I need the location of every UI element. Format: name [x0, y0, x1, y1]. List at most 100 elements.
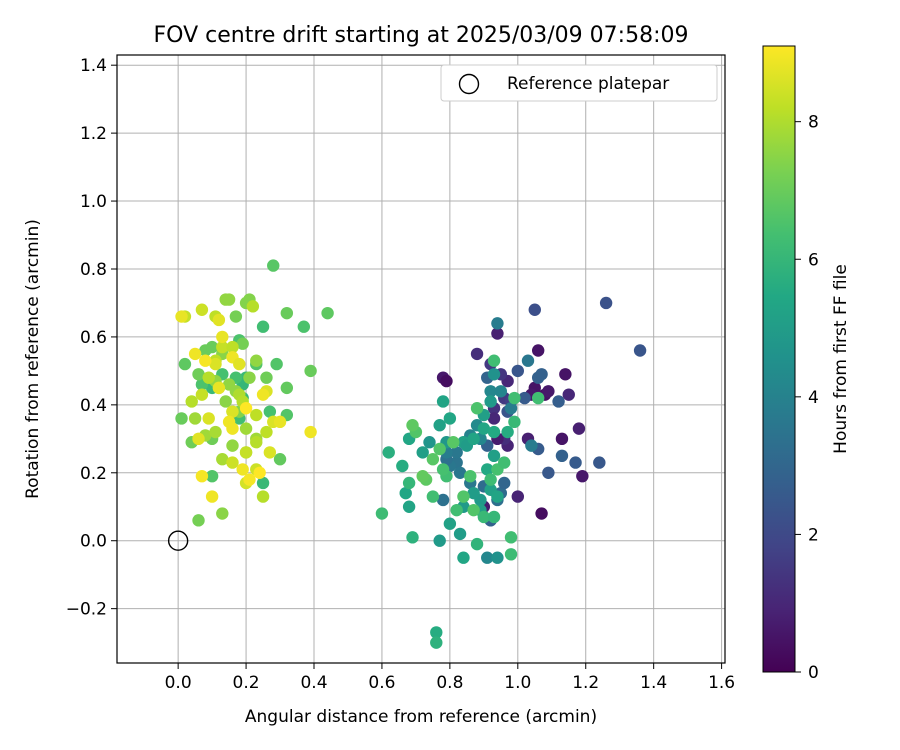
colorbar-tick-label: 2: [808, 525, 819, 545]
data-point: [260, 371, 273, 384]
data-point: [576, 469, 589, 483]
data-point: [250, 436, 263, 449]
data-point: [531, 344, 545, 357]
data-point: [535, 368, 548, 381]
colorbar-ticks: 0 2 4 6 8: [795, 113, 819, 683]
data-point: [256, 490, 270, 503]
data-point: [440, 374, 453, 388]
x-tick-label: 1.6: [708, 673, 735, 693]
y-tick-label: 1.2: [80, 124, 107, 144]
data-point: [260, 425, 273, 439]
data-point: [375, 507, 389, 520]
data-points: [175, 259, 647, 649]
data-point: [192, 514, 205, 527]
data-point: [273, 415, 287, 429]
data-point: [562, 388, 575, 401]
data-point: [528, 303, 541, 316]
data-point: [253, 466, 266, 479]
data-point: [229, 310, 243, 323]
data-point: [453, 527, 467, 541]
data-point: [250, 408, 263, 422]
data-point: [525, 439, 538, 452]
x-tick-label: 1.4: [640, 673, 667, 693]
y-tick-label: 0.6: [80, 328, 107, 348]
data-point: [504, 402, 518, 415]
data-point: [239, 402, 253, 415]
x-axis-label: Angular distance from reference (arcmin): [245, 707, 597, 727]
data-point: [270, 357, 283, 371]
data-point: [498, 476, 511, 490]
data-point: [433, 419, 446, 432]
data-point: [406, 419, 419, 432]
grid-lines: [117, 55, 725, 663]
data-point: [185, 395, 198, 408]
data-point: [416, 469, 429, 483]
data-point: [487, 449, 501, 463]
data-point: [188, 412, 202, 425]
colorbar-tick-label: 8: [808, 113, 819, 133]
x-ticks: 0.0 0.2 0.4 0.6 0.8 1.0 1.2 1.4 1.6: [165, 663, 735, 693]
data-point: [297, 320, 311, 333]
data-point: [572, 422, 586, 435]
data-point: [396, 459, 409, 473]
y-tick-label: 1.0: [80, 192, 107, 212]
data-point: [555, 449, 569, 463]
data-point: [491, 551, 504, 564]
data-point: [239, 422, 253, 435]
data-point: [226, 439, 239, 452]
y-tick-label: −0.2: [66, 600, 107, 620]
data-point: [195, 303, 209, 316]
data-point: [188, 347, 202, 361]
data-point: [511, 490, 525, 503]
data-point: [236, 463, 249, 476]
data-point: [552, 395, 565, 408]
data-point: [436, 395, 450, 408]
data-point: [447, 436, 460, 449]
data-point: [216, 330, 229, 344]
data-point: [209, 425, 222, 439]
data-point: [457, 490, 470, 503]
data-point: [487, 510, 501, 524]
data-point: [426, 490, 440, 503]
plot-frame: [116, 54, 726, 664]
legend-marker-icon: [458, 73, 480, 95]
data-point: [467, 432, 480, 446]
data-point: [470, 537, 484, 551]
data-point: [256, 320, 270, 333]
data-point: [246, 300, 260, 313]
data-point: [464, 469, 477, 483]
data-point: [280, 306, 294, 320]
data-point: [498, 456, 511, 469]
data-point: [559, 368, 572, 381]
data-point: [243, 473, 256, 486]
data-point: [487, 412, 501, 425]
data-point: [569, 456, 582, 469]
data-point: [491, 317, 504, 330]
data-point: [467, 503, 480, 517]
data-point: [470, 402, 484, 415]
data-point: [426, 453, 440, 466]
x-tick-label: 0.0: [165, 673, 192, 693]
colorbar-gradient: [762, 45, 796, 673]
data-point: [423, 436, 436, 449]
data-point: [453, 466, 467, 479]
data-point: [226, 405, 239, 418]
data-point: [195, 469, 209, 483]
data-point: [487, 425, 501, 439]
data-point: [402, 500, 416, 513]
x-tick-label: 1.2: [572, 673, 599, 693]
y-tick-label: 0.8: [80, 260, 107, 280]
data-point: [511, 364, 525, 378]
colorbar-tick-label: 6: [808, 250, 819, 270]
data-point: [494, 385, 508, 398]
data-point: [430, 636, 443, 649]
data-point: [416, 446, 429, 459]
data-point: [199, 354, 212, 367]
data-point: [633, 344, 647, 357]
data-point: [243, 371, 256, 384]
y-axis-label: Rotation from reference (arcmin): [23, 219, 43, 499]
data-point: [518, 391, 531, 405]
data-point: [202, 371, 215, 384]
data-point: [436, 463, 450, 476]
